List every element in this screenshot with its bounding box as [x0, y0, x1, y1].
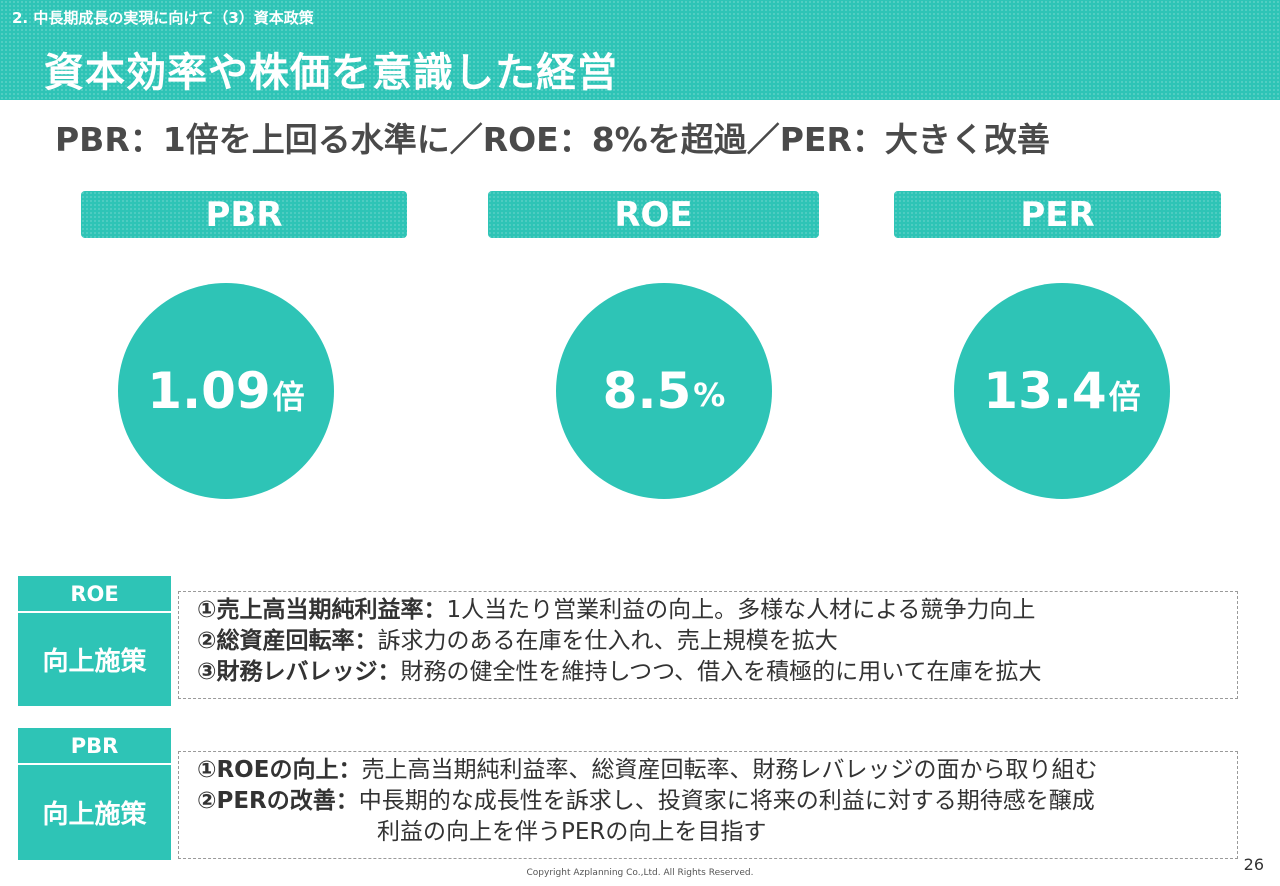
roe-measures-box: ①売上高当期純利益率：1人当たり営業利益の向上。多様な人材による競争力向上 ②総… [178, 591, 1238, 699]
pbr-label: PBR [81, 191, 407, 238]
roe-measures-tag: 向上施策 [18, 613, 171, 706]
page-number: 26 [1243, 855, 1264, 874]
subtitle: PBR：1倍を上回る水準に／ROE：8%を超過／PER：大きく改善 [55, 120, 1050, 159]
list-item: ①ROEの向上：売上高当期純利益率、総資産回転率、財務レバレッジの面から取り組む [197, 757, 1098, 783]
roe-tag: ROE [18, 576, 171, 611]
pbr-value: 1.09 [147, 362, 271, 420]
page-title: 資本効率や株価を意識した経営 [44, 50, 618, 96]
roe-unit: % [693, 376, 726, 414]
copyright: Copyright Azplanning Co.,Ltd. All Rights… [526, 868, 754, 878]
pbr-value-circle: 1.09 倍 [118, 283, 334, 499]
list-item: ③財務レバレッジ：財務の健全性を維持しつつ、借入を積極的に用いて在庫を拡大 [197, 659, 1042, 685]
roe-value: 8.5 [602, 362, 692, 420]
pbr-tag: PBR [18, 728, 171, 763]
per-value-circle: 13.4 倍 [954, 283, 1170, 499]
per-label: PER [894, 191, 1221, 238]
per-value: 13.4 [983, 362, 1107, 420]
roe-label: ROE [488, 191, 819, 238]
pbr-unit: 倍 [272, 378, 305, 416]
list-item-continuation: 利益の向上を伴うPERの向上を目指す [377, 819, 767, 845]
pbr-measures-tag: 向上施策 [18, 765, 171, 860]
per-unit: 倍 [1108, 378, 1141, 416]
list-item: ②総資産回転率：訴求力のある在庫を仕入れ、売上規模を拡大 [197, 628, 838, 654]
list-item: ②PERの改善：中長期的な成長性を訴求し、投資家に将来の利益に対する期待感を醸成 [197, 788, 1095, 814]
roe-value-circle: 8.5% [556, 283, 772, 499]
header-banner: 2. 中長期成長の実現に向けて（3）資本政策 資本効率や株価を意識した経営 [0, 0, 1280, 100]
breadcrumb: 2. 中長期成長の実現に向けて（3）資本政策 [12, 9, 314, 27]
pbr-measures-box: ①ROEの向上：売上高当期純利益率、総資産回転率、財務レバレッジの面から取り組む… [178, 751, 1238, 859]
list-item: ①売上高当期純利益率：1人当たり営業利益の向上。多様な人材による競争力向上 [197, 597, 1036, 623]
